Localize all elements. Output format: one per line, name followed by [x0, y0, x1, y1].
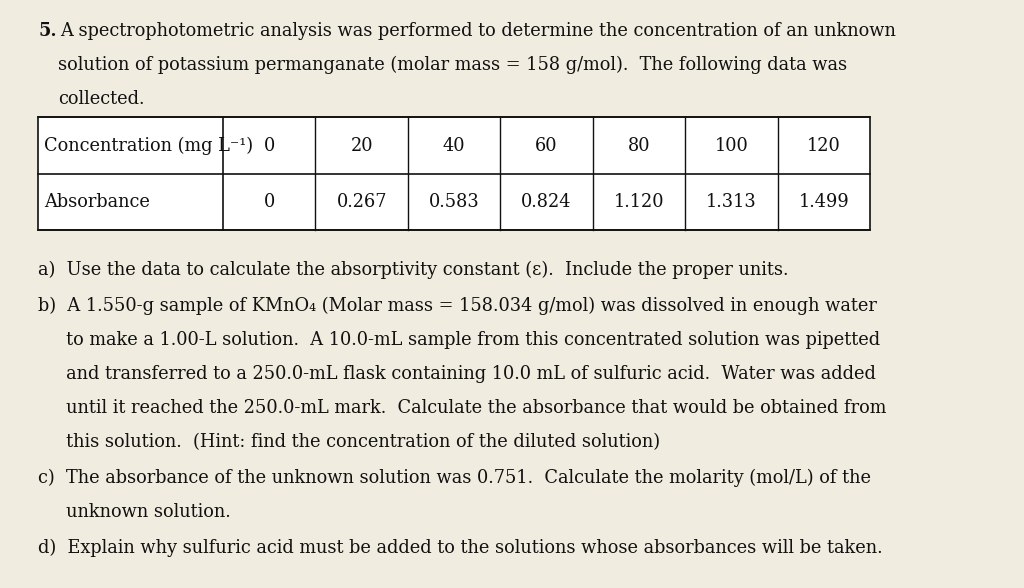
- Text: 20: 20: [350, 136, 373, 155]
- Text: 60: 60: [536, 136, 558, 155]
- Text: 5.: 5.: [38, 22, 56, 40]
- Text: and transferred to a 250.0-mL flask containing 10.0 mL of sulfuric acid.  Water : and transferred to a 250.0-mL flask cont…: [38, 365, 876, 383]
- Text: 100: 100: [715, 136, 749, 155]
- Text: c)  The absorbance of the unknown solution was 0.751.  Calculate the molarity (m: c) The absorbance of the unknown solutio…: [38, 469, 871, 487]
- Text: 0.583: 0.583: [429, 193, 479, 211]
- Text: 0.267: 0.267: [337, 193, 387, 211]
- Text: 0: 0: [263, 193, 274, 211]
- Text: 40: 40: [442, 136, 465, 155]
- Text: b)  A 1.550-g sample of KMnO₄ (Molar mass = 158.034 g/mol) was dissolved in enou: b) A 1.550-g sample of KMnO₄ (Molar mass…: [38, 296, 877, 315]
- Text: this solution.  (Hint: find the concentration of the diluted solution): this solution. (Hint: find the concentra…: [38, 433, 660, 451]
- Text: solution of potassium permanganate (molar mass = 158 g/mol).  The following data: solution of potassium permanganate (mola…: [58, 56, 847, 74]
- Text: 1.499: 1.499: [799, 193, 849, 211]
- Bar: [38, 118, 870, 230]
- Text: collected.: collected.: [58, 90, 144, 108]
- Text: Absorbance: Absorbance: [44, 193, 150, 211]
- Text: A spectrophotometric analysis was performed to determine the concentration of an: A spectrophotometric analysis was perfor…: [60, 22, 896, 40]
- Text: unknown solution.: unknown solution.: [38, 503, 230, 521]
- Text: 1.313: 1.313: [706, 193, 757, 211]
- Text: 120: 120: [807, 136, 841, 155]
- Text: 1.120: 1.120: [613, 193, 665, 211]
- Text: a)  Use the data to calculate the absorptivity constant (ε).  Include the proper: a) Use the data to calculate the absorpt…: [38, 260, 788, 279]
- Text: to make a 1.00-L solution.  A 10.0-mL sample from this concentrated solution was: to make a 1.00-L solution. A 10.0-mL sam…: [38, 330, 880, 349]
- Text: 80: 80: [628, 136, 650, 155]
- Text: until it reached the 250.0-mL mark.  Calculate the absorbance that would be obta: until it reached the 250.0-mL mark. Calc…: [38, 399, 887, 417]
- Text: 0.824: 0.824: [521, 193, 571, 211]
- Text: 0: 0: [263, 136, 274, 155]
- Text: d)  Explain why sulfuric acid must be added to the solutions whose absorbances w: d) Explain why sulfuric acid must be add…: [38, 539, 883, 557]
- Text: Concentration (mg L⁻¹): Concentration (mg L⁻¹): [44, 136, 253, 155]
